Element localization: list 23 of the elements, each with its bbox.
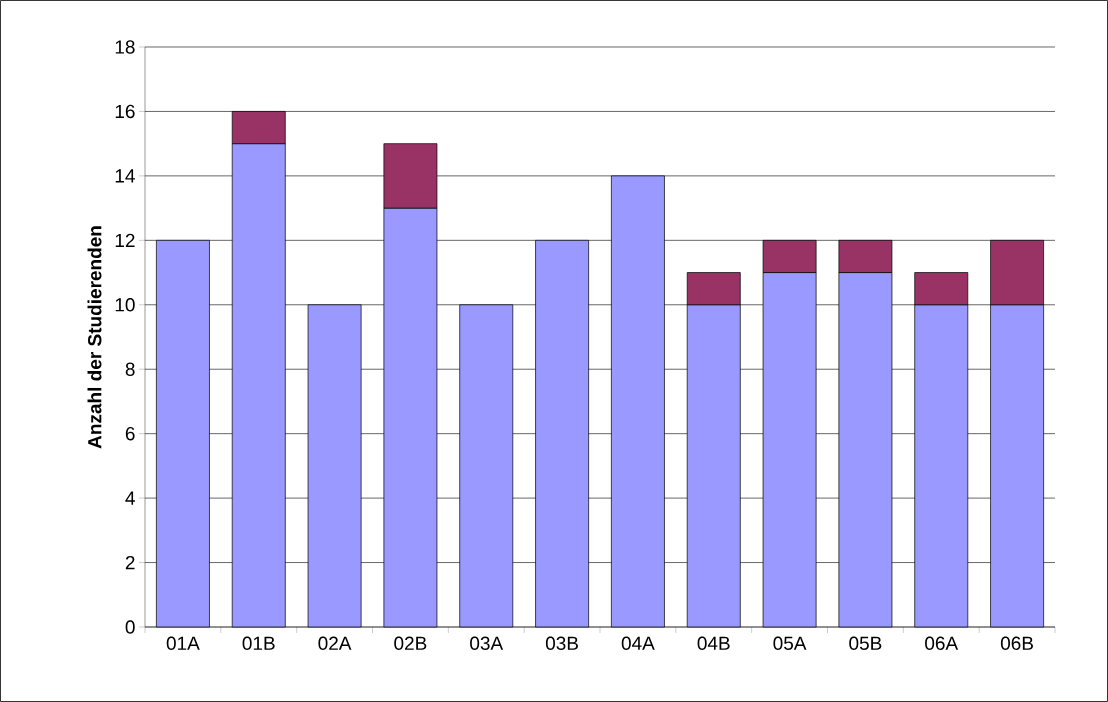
y-tick-label: 4: [125, 491, 135, 505]
x-tick-label: 04A: [621, 636, 655, 650]
x-tick-label: 03A: [470, 636, 504, 650]
x-tick-label: 05A: [773, 636, 807, 650]
x-tick-label: 06B: [1000, 636, 1033, 650]
y-tick-label: 10: [115, 298, 135, 312]
x-tick-label: 01B: [242, 636, 275, 650]
y-tick-label: 2: [125, 555, 135, 570]
y-tick-label: 6: [125, 426, 135, 441]
y-tick-label: 18: [115, 40, 135, 54]
x-tick-label: 02A: [318, 636, 352, 650]
x-tick-label: 01A: [166, 636, 200, 650]
x-tick-label: 03B: [545, 636, 578, 650]
y-tick-label: 16: [115, 104, 135, 119]
y-tick-label: 14: [115, 169, 135, 183]
y-tick-label: 12: [115, 233, 135, 247]
y-tick-label: 8: [125, 362, 135, 376]
y-tick-label: 0: [125, 620, 135, 634]
x-tick-label: 02B: [394, 636, 427, 650]
y-axis-title: Anzahl der Studierenden: [87, 226, 102, 449]
x-tick-label: 04B: [697, 636, 730, 650]
x-tick-label: 05B: [849, 636, 882, 650]
x-tick-label: 06A: [925, 636, 959, 650]
